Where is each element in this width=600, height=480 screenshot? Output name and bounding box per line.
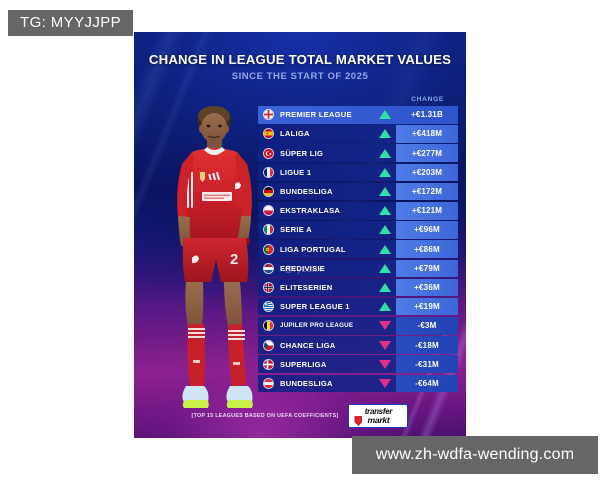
table-row[interactable]: LIGA PORTUGAL +€86M [258,240,458,258]
table-row[interactable]: PREMIER LEAGUE +€1.31B [258,106,458,124]
league-name: SUPERLIGA [280,359,327,369]
page-title: CHANGE IN LEAGUE TOTAL MARKET VALUES [148,52,452,67]
flag-icon-czechia [263,339,274,351]
change-value: +€172M [396,182,458,201]
change-value: +€86M [396,240,458,258]
poster-header: CHANGE IN LEAGUE TOTAL MARKET VALUES SIN… [134,52,466,82]
league-name: EREDIVISIE [280,263,326,273]
flag-icon-denmark [263,358,274,370]
table-row[interactable]: EREDIVISIE +€79M [258,259,458,278]
league-name: LIGUE 1 [280,167,312,177]
tg-handle-tag: TG: MYYJJPP [8,10,134,36]
table-row[interactable]: LALIGA +€418M [258,125,458,143]
transfermarkt-logo: transfer markt [348,404,409,428]
flag-icon-france [263,166,274,178]
league-name: SERIE A [280,225,312,235]
table-row[interactable]: SUPER LEAGUE 1 +€19M [258,297,458,316]
table-row[interactable]: EKSTRAKLASA +€121M [258,201,458,220]
flag-icon-poland [263,205,274,217]
league-name: BUNDESLIGA [280,378,333,388]
trend-up-icon [376,129,394,139]
trend-up-icon [376,206,394,216]
table-row[interactable]: JUPILER PRO LEAGUE -€3M [258,317,458,335]
trend-down-icon [376,321,394,331]
league-name: CHANCE LIGA [280,340,336,350]
league-name: ELITESERIEN [280,282,333,292]
logo-shield-icon [354,416,363,426]
table-row[interactable]: LIGUE 1 +€203M [258,163,458,182]
table-row[interactable]: BUNDESLIGA +€172M [258,182,458,201]
flag-icon-norway [263,281,274,293]
flag-icon-greece [263,301,274,313]
table-row[interactable]: SÜPER LIG +€277M [258,144,458,162]
page-subtitle: SINCE THE START OF 2025 [231,71,369,82]
flag-icon-netherlands [263,262,274,274]
change-value: +€121M [396,201,458,220]
trend-up-icon [376,110,394,120]
trend-up-icon [376,302,394,312]
table-row[interactable]: SERIE A +€96M [258,221,458,239]
flag-icon-germany [263,186,274,198]
league-name: PREMIER LEAGUE [280,110,352,120]
change-value: +€1.31B [411,110,443,120]
change-value: +€79M [396,259,458,278]
table-row[interactable]: ELITESERIEN +€36M [258,278,458,297]
site-watermark: www.zh-wdfa-wending.com [352,436,598,474]
table-row[interactable]: CHANCE LIGA -€18M [258,336,458,354]
footnote: [TOP 15 LEAGUES BASED ON UEFA COEFFICIEN… [191,413,339,419]
trend-up-icon [376,282,394,292]
league-name: LALIGA [280,129,310,139]
infographic-poster: CHANGE IN LEAGUE TOTAL MARKET VALUES SIN… [134,32,466,438]
trend-up-icon [376,244,394,254]
trend-down-icon [376,359,394,369]
change-value: -€18M [396,336,458,354]
change-value: -€3M [396,317,458,335]
table-row[interactable]: SUPERLIGA -€31M [258,355,458,374]
trend-up-icon [376,225,394,235]
trend-down-icon [376,378,394,388]
flag-icon-belgium [263,320,274,332]
trend-down-icon [376,340,394,350]
league-change-table: CHANGE PREMIER LEAGUE +€1.31B LALIGA +€4… [258,96,458,394]
change-value: +€418M [396,125,458,143]
league-name: LIGA PORTUGAL [280,244,346,254]
flag-icon-portugal [263,243,274,255]
trend-up-icon [376,167,394,177]
league-name: JUPILER PRO LEAGUE [280,322,354,330]
league-name: BUNDESLIGA [280,187,333,197]
trend-up-icon [376,263,394,273]
league-name: SÜPER LIG [280,148,324,158]
league-name: EKSTRAKLASA [280,206,341,216]
change-value: -€64M [396,374,458,393]
change-value: +€36M [396,278,458,297]
trend-up-icon [376,187,394,197]
poster-footer: [TOP 15 LEAGUES BASED ON UEFA COEFFICIEN… [134,404,466,428]
trend-up-icon [376,148,394,158]
flag-icon-england [263,109,274,121]
league-name: SUPER LEAGUE 1 [280,302,350,312]
flag-icon-italy [263,224,274,236]
change-value: +€96M [396,221,458,239]
column-header-change: CHANGE [411,96,444,103]
change-value: +€19M [396,297,458,316]
flag-icon-spain [263,128,274,140]
change-value: +€203M [396,163,458,182]
svg-text:2: 2 [230,251,238,268]
logo-text-bottom: markt [367,414,390,425]
change-value: +€277M [396,144,458,162]
flag-icon-austria [263,377,274,389]
flag-icon-turkey [263,147,274,159]
table-row[interactable]: BUNDESLIGA -€64M [258,374,458,393]
change-value: -€31M [396,355,458,374]
